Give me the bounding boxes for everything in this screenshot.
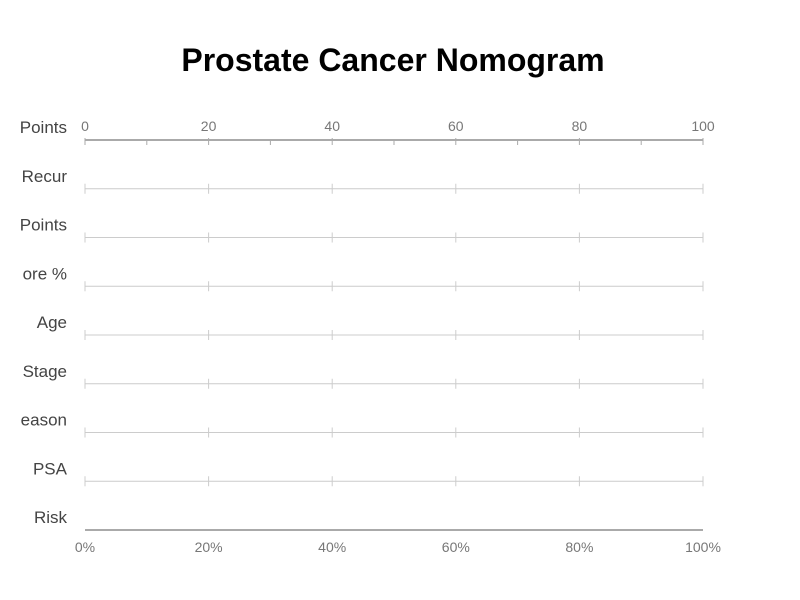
row-label: Points (20, 216, 67, 235)
row-label: ore % (23, 264, 67, 283)
nomogram-axes: 0 20 40 60 80 100 0% 20% 40% 60% 80% 100% (75, 118, 721, 555)
risk-tick-label: 0% (75, 539, 95, 555)
points-tick-label: 100 (691, 118, 715, 134)
points-tick-label: 60 (448, 118, 464, 134)
risk-tick-label: 80% (565, 539, 593, 555)
row-label: Stage (23, 362, 67, 381)
row-label: Age (37, 313, 67, 332)
row-label: Recur (22, 167, 68, 186)
points-tick-label: 20 (201, 118, 217, 134)
chart-title: Prostate Cancer Nomogram (181, 42, 604, 78)
points-tick-label: 80 (572, 118, 588, 134)
points-tick-label: 0 (81, 118, 89, 134)
risk-tick-label: 40% (318, 539, 346, 555)
points-tick-label: 40 (324, 118, 340, 134)
risk-tick-label: 20% (195, 539, 223, 555)
risk-tick-label: 60% (442, 539, 470, 555)
risk-tick-label: 100% (685, 539, 721, 555)
row-label: Risk (34, 508, 68, 527)
row-label: Points (20, 118, 67, 137)
nomogram-rows: Points Recur Points ore % Age Stage eason PSA Ri… (20, 118, 704, 531)
row-label: PSA (33, 459, 68, 478)
row-label: eason (21, 411, 67, 430)
